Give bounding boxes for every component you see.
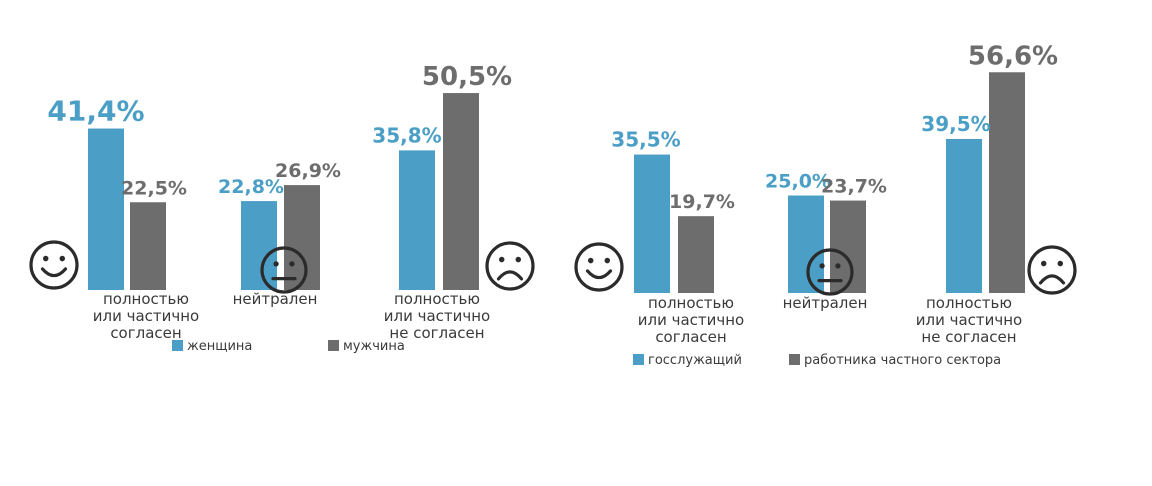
bar-female-1	[241, 201, 277, 290]
neutral-face-icon	[806, 248, 854, 296]
sad-face-icon-mouth	[1038, 274, 1066, 285]
category-label: нейтрален	[783, 294, 868, 312]
legend-swatch	[633, 354, 644, 365]
neutral-face-icon-outline	[260, 246, 308, 294]
category-label: полностью	[103, 290, 189, 308]
bar-male-2	[443, 93, 479, 290]
smile-icon-outline	[574, 242, 624, 292]
bar-private-sector-0	[678, 216, 714, 293]
smile-icon-mouth	[40, 267, 68, 278]
bar-male-0	[130, 202, 166, 290]
data-label: 39,5%	[921, 112, 990, 136]
smile-icon-eye-right	[59, 255, 66, 262]
category-label: полностью	[926, 294, 1012, 312]
legend-label: работника частного сектора	[804, 353, 1001, 368]
category-label: согласен	[110, 324, 181, 342]
bar-private-sector-1	[830, 200, 866, 293]
smile-icon	[574, 242, 624, 292]
data-label: 22,8%	[218, 176, 284, 198]
smile-icon-outline	[29, 240, 79, 290]
neutral-face-icon-eye-left	[819, 263, 825, 269]
data-label: 25,0%	[765, 171, 831, 193]
smile-icon-eye-left	[42, 255, 49, 262]
sad-face-icon-eye-left	[498, 256, 505, 263]
smile-icon-eye-left	[587, 257, 594, 264]
neutral-face-icon-eye-right	[835, 263, 841, 269]
category-label: или частично	[638, 311, 745, 329]
sad-face-icon-outline	[1027, 245, 1077, 295]
bar-male-1	[284, 185, 320, 290]
sad-face-icon-eye-right	[1057, 260, 1064, 267]
legend-swatch	[172, 340, 183, 351]
smile-icon-mouth	[585, 269, 613, 280]
neutral-face-icon-eye-right	[289, 261, 295, 267]
category-label: или частично	[384, 307, 491, 325]
smile-icon-eye-right	[604, 257, 611, 264]
data-label: 41,4%	[47, 95, 144, 128]
bar-civil-servant-0	[634, 154, 670, 293]
sad-face-icon-mouth	[496, 270, 524, 281]
data-label: 35,8%	[372, 123, 441, 147]
data-label: 22,5%	[121, 177, 187, 199]
legend-swatch	[789, 354, 800, 365]
bar-civil-servant-1	[788, 195, 824, 293]
neutral-face-icon-outline	[806, 248, 854, 296]
data-label: 19,7%	[669, 191, 735, 213]
category-label: не согласен	[921, 328, 1016, 346]
category-label: не согласен	[389, 324, 484, 342]
category-label: полностью	[648, 294, 734, 312]
bar-civil-servant-2	[946, 138, 982, 293]
neutral-face-icon	[260, 246, 308, 294]
legend-label: женщина	[187, 339, 252, 354]
legend-label: госслужащий	[648, 353, 742, 368]
category-label: или частично	[916, 311, 1023, 329]
bar-female-0	[88, 128, 124, 290]
data-label: 35,5%	[611, 128, 680, 152]
data-label: 26,9%	[275, 160, 341, 182]
data-label: 50,5%	[422, 62, 512, 92]
sad-face-icon	[1027, 245, 1077, 295]
category-label: согласен	[655, 328, 726, 346]
data-label: 23,7%	[821, 176, 887, 198]
sad-face-icon-eye-right	[515, 256, 522, 263]
sad-face-icon	[485, 241, 535, 291]
category-label: или частично	[93, 307, 200, 325]
neutral-face-icon-eye-left	[273, 261, 279, 267]
category-label: полностью	[394, 290, 480, 308]
sad-face-icon-outline	[485, 241, 535, 291]
sad-face-icon-eye-left	[1040, 260, 1047, 267]
bar-female-2	[399, 150, 435, 290]
data-label: 56,6%	[968, 41, 1058, 71]
smile-icon	[29, 240, 79, 290]
category-label: нейтрален	[233, 290, 318, 308]
legend-swatch	[328, 340, 339, 351]
legend-label: мужчина	[343, 339, 405, 354]
bar-private-sector-2	[989, 72, 1025, 293]
